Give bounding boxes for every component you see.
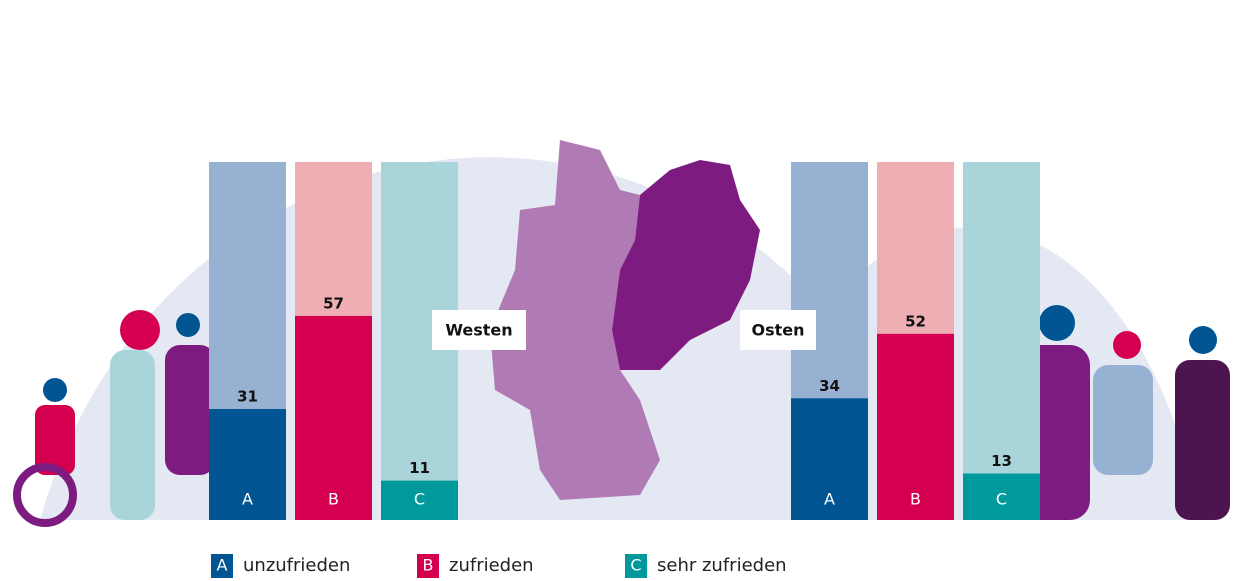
bar-letter: A [824, 490, 835, 509]
bar [295, 315, 372, 520]
map-west [490, 140, 660, 500]
legend-letter: B [423, 556, 434, 575]
bars: 31 A 57 B 11 C Westen 34 A 52 B 13 C Osten [209, 162, 1040, 520]
value-label: 57 [323, 294, 344, 312]
legend-letter: C [630, 556, 641, 575]
bar [209, 409, 286, 520]
region-label: Westen [445, 321, 512, 340]
legend-label: zufrieden [449, 555, 534, 576]
background [13, 140, 1230, 527]
region-tag-box [432, 310, 526, 350]
bar [877, 333, 954, 520]
bar [963, 473, 1040, 520]
value-label: 34 [819, 377, 840, 395]
legend-label: sehr zufrieden [657, 555, 787, 576]
map-east [612, 160, 760, 370]
legend-letter: A [217, 556, 228, 575]
region-label: Osten [751, 321, 804, 340]
value-label: 13 [991, 452, 1012, 470]
bar-letter: C [414, 490, 425, 509]
bar-letter: A [242, 490, 253, 509]
bar-letter: B [328, 490, 339, 509]
bar [381, 480, 458, 520]
region-tag-box [740, 310, 816, 350]
bar [791, 398, 868, 520]
legend-label: unzufrieden [243, 555, 350, 576]
legend-swatch [417, 554, 439, 578]
value-label: 52 [905, 312, 926, 330]
legend-swatch [211, 554, 233, 578]
bar-background [963, 162, 1040, 520]
value-label: 11 [409, 459, 430, 477]
bar-letter: C [996, 490, 1007, 509]
legend-swatch [625, 554, 647, 578]
value-label: 31 [237, 388, 258, 406]
bar-letter: B [910, 490, 921, 509]
